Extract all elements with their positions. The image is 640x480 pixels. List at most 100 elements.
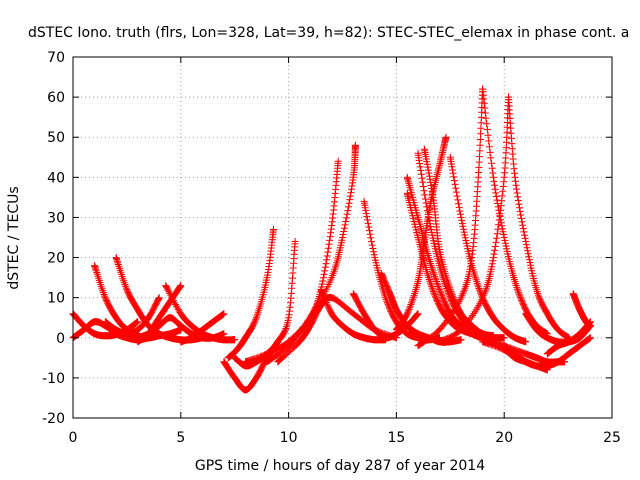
point-marker bbox=[488, 263, 496, 271]
point-marker bbox=[476, 286, 484, 294]
point-marker bbox=[100, 291, 108, 298]
point-marker bbox=[420, 187, 428, 195]
point-marker bbox=[368, 238, 375, 246]
point-marker bbox=[291, 238, 299, 245]
point-marker bbox=[414, 310, 422, 318]
point-marker bbox=[525, 256, 533, 264]
point-marker bbox=[442, 133, 450, 141]
point-marker bbox=[416, 160, 424, 167]
point-marker bbox=[515, 289, 523, 297]
point-marker bbox=[466, 315, 474, 323]
point-marker bbox=[340, 228, 348, 235]
axis-ticks: 0 5 10 15 20 25 -20 -10 0 10 20 30 40 50 60 70 bbox=[42, 50, 621, 446]
point-marker bbox=[431, 291, 439, 299]
point-marker bbox=[457, 213, 465, 221]
point-marker bbox=[434, 281, 442, 289]
point-marker bbox=[421, 191, 429, 199]
point-marker bbox=[416, 163, 424, 171]
point-marker bbox=[518, 218, 526, 226]
point-marker bbox=[367, 234, 375, 242]
y-tick-label: 0 bbox=[56, 331, 65, 347]
point-marker bbox=[322, 260, 330, 268]
point-marker bbox=[488, 159, 495, 167]
point-marker bbox=[474, 283, 482, 291]
point-marker bbox=[437, 290, 445, 298]
point-marker bbox=[453, 192, 461, 200]
series-pass-35 bbox=[543, 318, 594, 358]
point-marker bbox=[427, 279, 434, 287]
point-marker bbox=[450, 177, 458, 185]
point-marker bbox=[430, 269, 437, 277]
point-marker bbox=[425, 169, 433, 177]
point-marker bbox=[457, 210, 464, 218]
point-marker bbox=[452, 188, 460, 196]
point-marker bbox=[512, 282, 520, 289]
point-marker bbox=[281, 326, 289, 334]
plot-frame bbox=[72, 56, 613, 419]
point-marker bbox=[481, 109, 489, 117]
point-marker bbox=[122, 282, 130, 290]
point-marker bbox=[447, 287, 455, 295]
point-marker bbox=[455, 203, 463, 211]
point-marker bbox=[461, 284, 469, 292]
point-marker bbox=[495, 216, 503, 224]
x-tick-label: 10 bbox=[280, 430, 298, 446]
point-marker bbox=[431, 272, 439, 280]
data-points bbox=[69, 85, 594, 394]
point-marker bbox=[322, 297, 330, 305]
point-marker bbox=[220, 310, 228, 318]
point-marker bbox=[428, 263, 436, 271]
point-marker bbox=[282, 325, 290, 332]
point-marker bbox=[430, 288, 437, 296]
point-marker bbox=[500, 234, 508, 241]
point-marker bbox=[489, 254, 497, 262]
y-tick-label: -10 bbox=[42, 371, 65, 387]
point-marker bbox=[121, 281, 129, 289]
point-marker bbox=[497, 206, 504, 214]
point-marker bbox=[513, 285, 521, 293]
point-marker bbox=[451, 180, 459, 188]
point-marker bbox=[513, 185, 520, 193]
point-marker bbox=[428, 283, 436, 291]
point-marker bbox=[449, 292, 457, 300]
point-marker bbox=[430, 289, 438, 297]
point-marker bbox=[406, 302, 414, 310]
point-marker bbox=[483, 126, 491, 133]
point-marker bbox=[426, 175, 434, 183]
point-marker bbox=[319, 277, 327, 285]
point-marker bbox=[495, 221, 503, 229]
chart-title: dSTEC Iono. truth (flrs, Lon=328, Lat=39… bbox=[28, 25, 629, 41]
point-marker bbox=[449, 166, 456, 174]
x-axis-title: GPS time / hours of day 287 of year 2014 bbox=[195, 458, 485, 474]
point-marker bbox=[513, 189, 521, 197]
point-marker bbox=[345, 199, 353, 207]
point-marker bbox=[490, 177, 498, 185]
point-marker bbox=[426, 220, 434, 228]
point-marker bbox=[445, 282, 453, 290]
point-marker bbox=[515, 200, 523, 208]
point-marker bbox=[457, 336, 465, 344]
point-marker bbox=[384, 300, 392, 308]
point-marker bbox=[446, 313, 454, 321]
point-marker bbox=[516, 204, 523, 212]
point-marker bbox=[323, 252, 331, 260]
point-marker bbox=[452, 184, 460, 192]
point-marker bbox=[459, 222, 467, 230]
point-marker bbox=[419, 183, 427, 190]
series-pass-32 bbox=[500, 334, 594, 370]
x-tick-label: 5 bbox=[176, 430, 185, 446]
point-marker bbox=[319, 274, 327, 282]
point-marker bbox=[134, 318, 142, 326]
point-marker bbox=[365, 223, 373, 231]
point-marker bbox=[93, 269, 101, 276]
point-marker bbox=[325, 240, 333, 248]
point-marker bbox=[362, 206, 370, 214]
point-marker bbox=[425, 276, 433, 283]
point-marker bbox=[334, 157, 342, 165]
point-marker bbox=[517, 215, 525, 222]
point-marker bbox=[472, 274, 479, 282]
point-marker bbox=[437, 289, 445, 297]
point-marker bbox=[431, 274, 439, 282]
point-marker bbox=[165, 288, 173, 296]
point-marker bbox=[521, 231, 528, 239]
